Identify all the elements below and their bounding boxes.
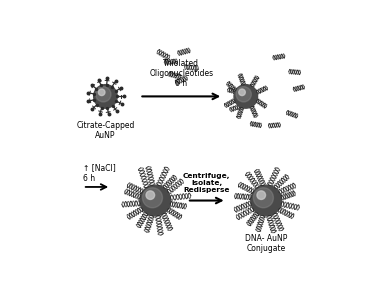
Circle shape [146, 191, 155, 199]
Text: Thiolated
Oligonucleotides
6 h: Thiolated Oligonucleotides 6 h [149, 59, 213, 88]
Circle shape [236, 87, 251, 102]
Text: Centrifuge,
Isolate,
Redisperse: Centrifuge, Isolate, Redisperse [183, 173, 230, 193]
Circle shape [98, 89, 105, 96]
Circle shape [234, 85, 257, 108]
Text: Citrate-Capped
AuNP: Citrate-Capped AuNP [76, 121, 135, 140]
Circle shape [257, 191, 266, 199]
Text: DNA- AuNP
Conjugate: DNA- AuNP Conjugate [245, 234, 287, 253]
Circle shape [140, 185, 170, 216]
Circle shape [143, 188, 163, 208]
Circle shape [94, 85, 117, 108]
Circle shape [96, 87, 111, 102]
Text: ↑ [NaCl]
6 h: ↑ [NaCl] 6 h [83, 163, 116, 183]
Circle shape [253, 188, 273, 208]
Circle shape [239, 89, 245, 96]
Circle shape [251, 185, 282, 216]
